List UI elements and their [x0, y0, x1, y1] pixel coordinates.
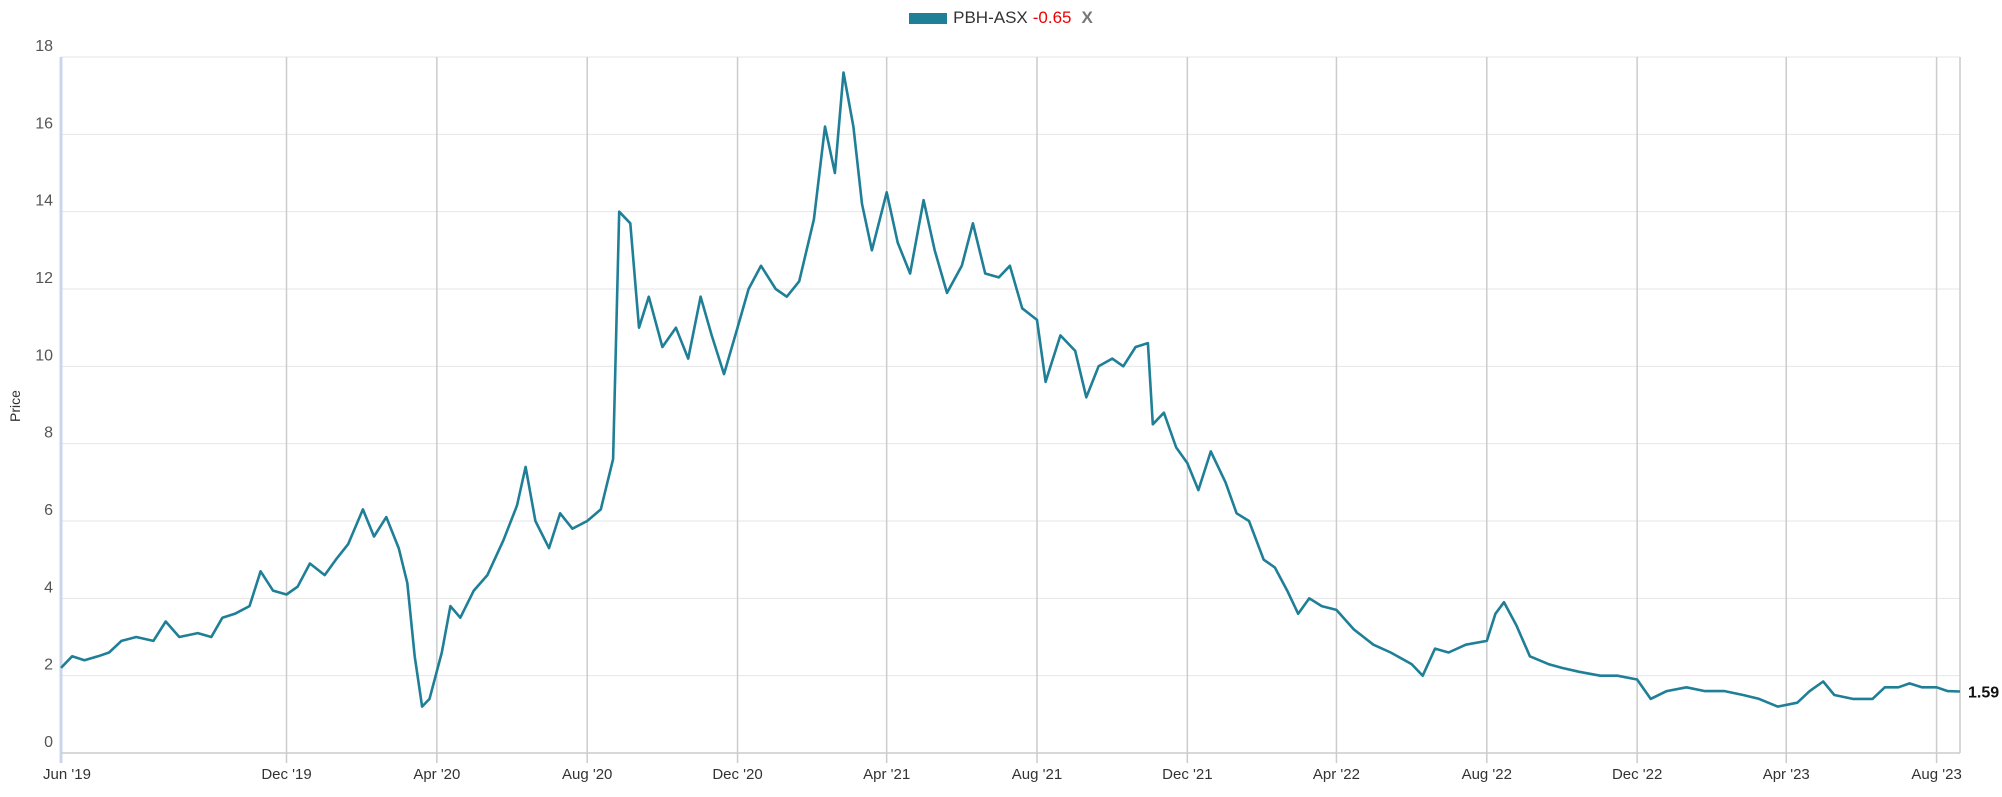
price-series-line [60, 71, 1961, 708]
x-tick-label: Apr '22 [1313, 766, 1360, 783]
remove-series-button[interactable]: X [1081, 8, 1093, 27]
last-value-label: 1.59 [1968, 685, 1999, 702]
legend-series-name[interactable]: PBH-ASX [953, 8, 1028, 27]
legend-change: -0.65 [1032, 8, 1072, 27]
y-axis-title: Price [7, 390, 23, 422]
x-tick-label: Aug '22 [1462, 766, 1512, 783]
y-tick-label: 2 [44, 657, 53, 674]
y-tick-label: 10 [35, 347, 53, 364]
y-tick-label: 12 [35, 270, 53, 287]
legend-swatch [909, 13, 948, 25]
x-tick-label: Apr '21 [863, 766, 910, 783]
y-tick-label: 0 [44, 734, 53, 751]
x-tick-label: Aug '21 [1012, 766, 1062, 783]
x-tick-label: Dec '19 [261, 766, 311, 783]
y-tick-label: 14 [35, 193, 53, 210]
x-tick-label: Aug '20 [562, 766, 612, 783]
y-tick-label: 8 [44, 425, 53, 442]
y-tick-label: 18 [35, 38, 53, 55]
y-tick-label: 4 [44, 579, 53, 596]
y-tick-label: 16 [35, 115, 53, 132]
x-tick-label: Aug '23 [1911, 766, 1961, 783]
x-tick-label: Apr '23 [1763, 766, 1810, 783]
x-tick-label: Dec '20 [712, 766, 762, 783]
x-tick-label: Dec '21 [1162, 766, 1212, 783]
x-tick-label: Dec '22 [1612, 766, 1662, 783]
x-tick-label: Jun '19 [43, 766, 91, 783]
legend: PBH-ASX -0.65 X [0, 8, 2002, 28]
x-tick-label: Apr '20 [413, 766, 460, 783]
y-tick-label: 6 [44, 502, 53, 519]
